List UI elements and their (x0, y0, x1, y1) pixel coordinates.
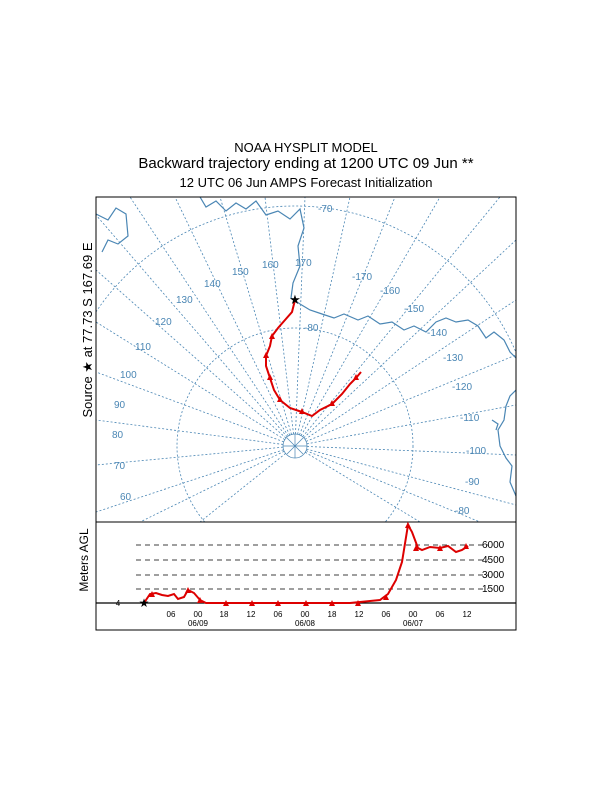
map-panel: 170 160 150 140 130 120 110 100 90 80 70… (96, 197, 516, 522)
coastline (96, 197, 516, 497)
lon-label: -140 (427, 328, 447, 339)
lon-label: -80 (455, 506, 470, 517)
lon-label: 60 (120, 492, 132, 503)
lon-label: 130 (176, 295, 193, 306)
latitude-circles (96, 205, 516, 522)
altitude-panel: 6000 4500 3000 1500 ★ 4 06 00 18 (95, 521, 517, 631)
pole-rays (282, 433, 308, 459)
altitude-frame (95, 521, 517, 631)
trajectory-markers (263, 333, 359, 414)
lon-label: 160 (262, 260, 279, 271)
svg-text:06: 06 (436, 610, 445, 619)
lon-label: 120 (155, 317, 172, 328)
svg-text:18: 18 (328, 610, 337, 619)
lon-label: -90 (465, 477, 480, 488)
level-label: 6000 (482, 540, 505, 551)
level-label: 4500 (482, 555, 505, 566)
lon-label: -100 (466, 446, 486, 457)
svg-text:00: 00 (301, 610, 310, 619)
svg-text:12: 12 (247, 610, 256, 619)
origin-marker: 4 (116, 599, 121, 608)
altitude-trace (143, 522, 469, 604)
svg-text:06/08: 06/08 (295, 619, 316, 628)
svg-text:00: 00 (194, 610, 203, 619)
altitude-levels (136, 544, 488, 590)
lon-label: -130 (443, 353, 463, 364)
title-trajectory: Backward trajectory ending at 1200 UTC 0… (138, 155, 474, 172)
lat-label: -70 (318, 204, 333, 215)
svg-text:18: 18 (220, 610, 229, 619)
svg-text:06/09: 06/09 (188, 619, 209, 628)
lon-label: 80 (112, 430, 124, 441)
hour-tick-labels: 06 00 18 12 06 00 18 12 06 00 06 12 (167, 610, 472, 619)
source-star-icon: ★ (289, 292, 301, 307)
latitude-labels: -70 -80 (304, 204, 333, 334)
longitude-labels: 170 160 150 140 130 120 110 100 90 80 70… (112, 258, 486, 517)
svg-text:12: 12 (463, 610, 472, 619)
svg-text:06/07: 06/07 (403, 619, 424, 628)
level-label: 1500 (482, 584, 505, 595)
lon-label: 150 (232, 267, 249, 278)
lon-label: 170 (295, 258, 312, 269)
lon-label: 70 (114, 461, 126, 472)
lon-label: 110 (135, 342, 151, 353)
svg-text:12: 12 (355, 610, 364, 619)
svg-text:06: 06 (167, 610, 176, 619)
lon-label: -120 (452, 382, 472, 393)
trajectory: ★ (263, 292, 362, 418)
altitude-markers (149, 522, 469, 606)
lat-label: -80 (304, 323, 319, 334)
svg-text:00: 00 (409, 610, 418, 619)
lon-label: -110 (460, 413, 480, 424)
svg-text:06: 06 (274, 610, 283, 619)
title-model: NOAA HYSPLIT MODEL (234, 140, 378, 155)
level-label: 3000 (482, 570, 505, 581)
lon-label: -150 (404, 304, 424, 315)
lon-label: 100 (120, 370, 137, 381)
date-labels: 06/09 06/08 06/07 (188, 619, 424, 628)
title-initialization: 12 UTC 06 Jun AMPS Forecast Initializati… (179, 175, 433, 190)
lon-label: -160 (380, 286, 400, 297)
source-star-icon: ★ (139, 596, 150, 610)
lon-label: -170 (352, 272, 372, 283)
svg-text:06: 06 (382, 610, 391, 619)
lon-label: 140 (204, 279, 221, 290)
altitude-level-labels: 6000 4500 3000 1500 (482, 540, 505, 595)
lon-label: 90 (114, 400, 126, 411)
